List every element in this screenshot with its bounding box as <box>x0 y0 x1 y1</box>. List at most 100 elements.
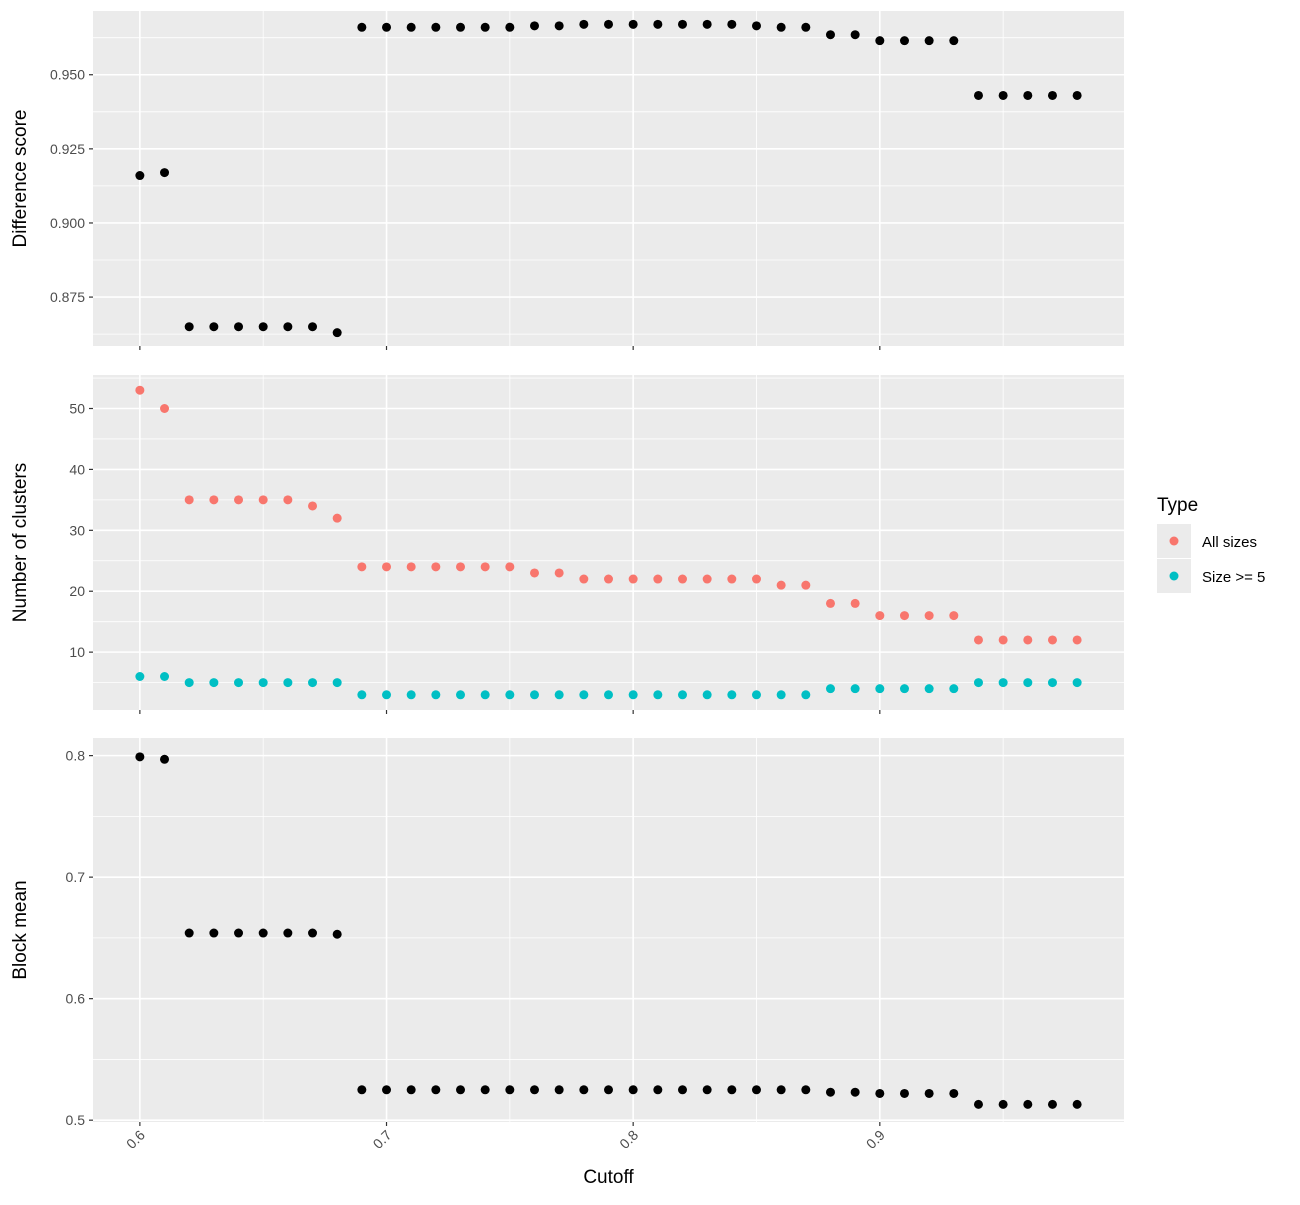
data-point <box>628 690 638 700</box>
data-point <box>308 322 318 332</box>
data-point <box>702 574 712 584</box>
data-point <box>160 168 170 178</box>
y-tick-label: 0.8 <box>66 748 86 764</box>
data-point <box>530 568 540 578</box>
legend: Type All sizes Size >= 5 <box>1157 495 1265 593</box>
legend-key-point <box>1169 536 1179 546</box>
data-point <box>801 580 811 590</box>
data-point <box>505 562 515 572</box>
data-point <box>1072 635 1082 645</box>
data-point <box>924 611 934 621</box>
legend-key-point <box>1169 571 1179 581</box>
data-point <box>332 929 342 939</box>
y-tick-label: 40 <box>69 461 85 477</box>
data-point <box>1047 678 1057 688</box>
data-point <box>751 21 761 31</box>
data-point <box>677 19 687 29</box>
data-point <box>184 495 194 505</box>
data-point <box>530 690 540 700</box>
data-point <box>209 322 219 332</box>
data-point <box>1023 90 1033 100</box>
data-point <box>998 90 1008 100</box>
data-point <box>850 684 860 694</box>
data-point <box>604 690 613 700</box>
data-point <box>505 690 515 700</box>
data-point <box>357 562 367 572</box>
y-tick-label: 10 <box>69 644 85 660</box>
data-point <box>727 690 737 700</box>
data-point <box>1023 678 1033 688</box>
data-point <box>480 690 490 700</box>
data-point <box>850 1087 860 1097</box>
data-point <box>456 690 466 700</box>
y-tick-label: 0.5 <box>66 1112 86 1128</box>
data-point <box>850 30 860 40</box>
data-point <box>357 690 367 700</box>
data-point <box>702 1085 712 1095</box>
panel-background <box>93 738 1124 1122</box>
series-clusters-0 <box>135 385 1082 645</box>
data-point <box>234 495 244 505</box>
data-point <box>1023 635 1033 645</box>
legend-label: Size >= 5 <box>1202 569 1265 586</box>
data-point <box>949 1088 959 1098</box>
data-point <box>776 1085 786 1095</box>
data-point <box>234 928 244 938</box>
data-point <box>875 1088 885 1098</box>
data-point <box>530 21 540 31</box>
data-point <box>1047 90 1057 100</box>
data-point <box>283 678 293 688</box>
data-point <box>456 1085 466 1095</box>
data-point <box>357 22 367 32</box>
data-point <box>727 19 737 29</box>
data-point <box>332 328 342 338</box>
data-point <box>825 684 835 694</box>
data-point <box>135 752 145 762</box>
panel-difference: 0.875 0.900 0.925 0.950 Difference score <box>10 11 1124 350</box>
data-point <box>801 1085 811 1095</box>
data-point <box>209 678 219 688</box>
y-axis-title: Number of clusters <box>10 463 31 622</box>
x-tick-label: 0.8 <box>616 1127 641 1152</box>
data-point <box>554 1085 564 1095</box>
data-point <box>924 1088 934 1098</box>
y-tick-label: 20 <box>69 583 85 599</box>
data-point <box>653 690 663 700</box>
data-point <box>554 690 564 700</box>
panel-background <box>93 375 1124 710</box>
data-point <box>825 1087 835 1097</box>
data-point <box>899 684 909 694</box>
data-point <box>431 562 441 572</box>
data-point <box>776 580 786 590</box>
y-tick-label: 50 <box>69 401 85 417</box>
data-point <box>776 22 786 32</box>
data-point <box>357 1085 367 1095</box>
y-tick-label: 0.950 <box>50 67 85 83</box>
data-point <box>160 672 170 681</box>
data-point <box>554 21 564 31</box>
data-point <box>234 678 244 688</box>
y-tick-label: 0.875 <box>50 289 85 305</box>
data-point <box>480 22 490 32</box>
data-point <box>135 385 145 395</box>
data-point <box>899 36 909 46</box>
data-point <box>283 928 293 938</box>
data-point <box>628 1085 638 1095</box>
data-point <box>604 1085 613 1095</box>
data-point <box>184 928 194 938</box>
series-clusters-1 <box>135 672 1082 700</box>
data-point <box>406 562 416 572</box>
data-point <box>382 1085 392 1095</box>
data-point <box>1023 1099 1033 1109</box>
data-point <box>505 1085 515 1095</box>
data-point <box>579 690 589 700</box>
data-point <box>431 690 441 700</box>
data-point <box>308 501 318 511</box>
y-tick-label: 0.7 <box>66 869 86 885</box>
data-point <box>604 19 613 29</box>
data-point <box>332 513 342 523</box>
panel-clusters: 10 20 30 40 50 Number of clusters <box>10 375 1124 714</box>
data-point <box>604 574 613 584</box>
data-point <box>579 19 589 29</box>
